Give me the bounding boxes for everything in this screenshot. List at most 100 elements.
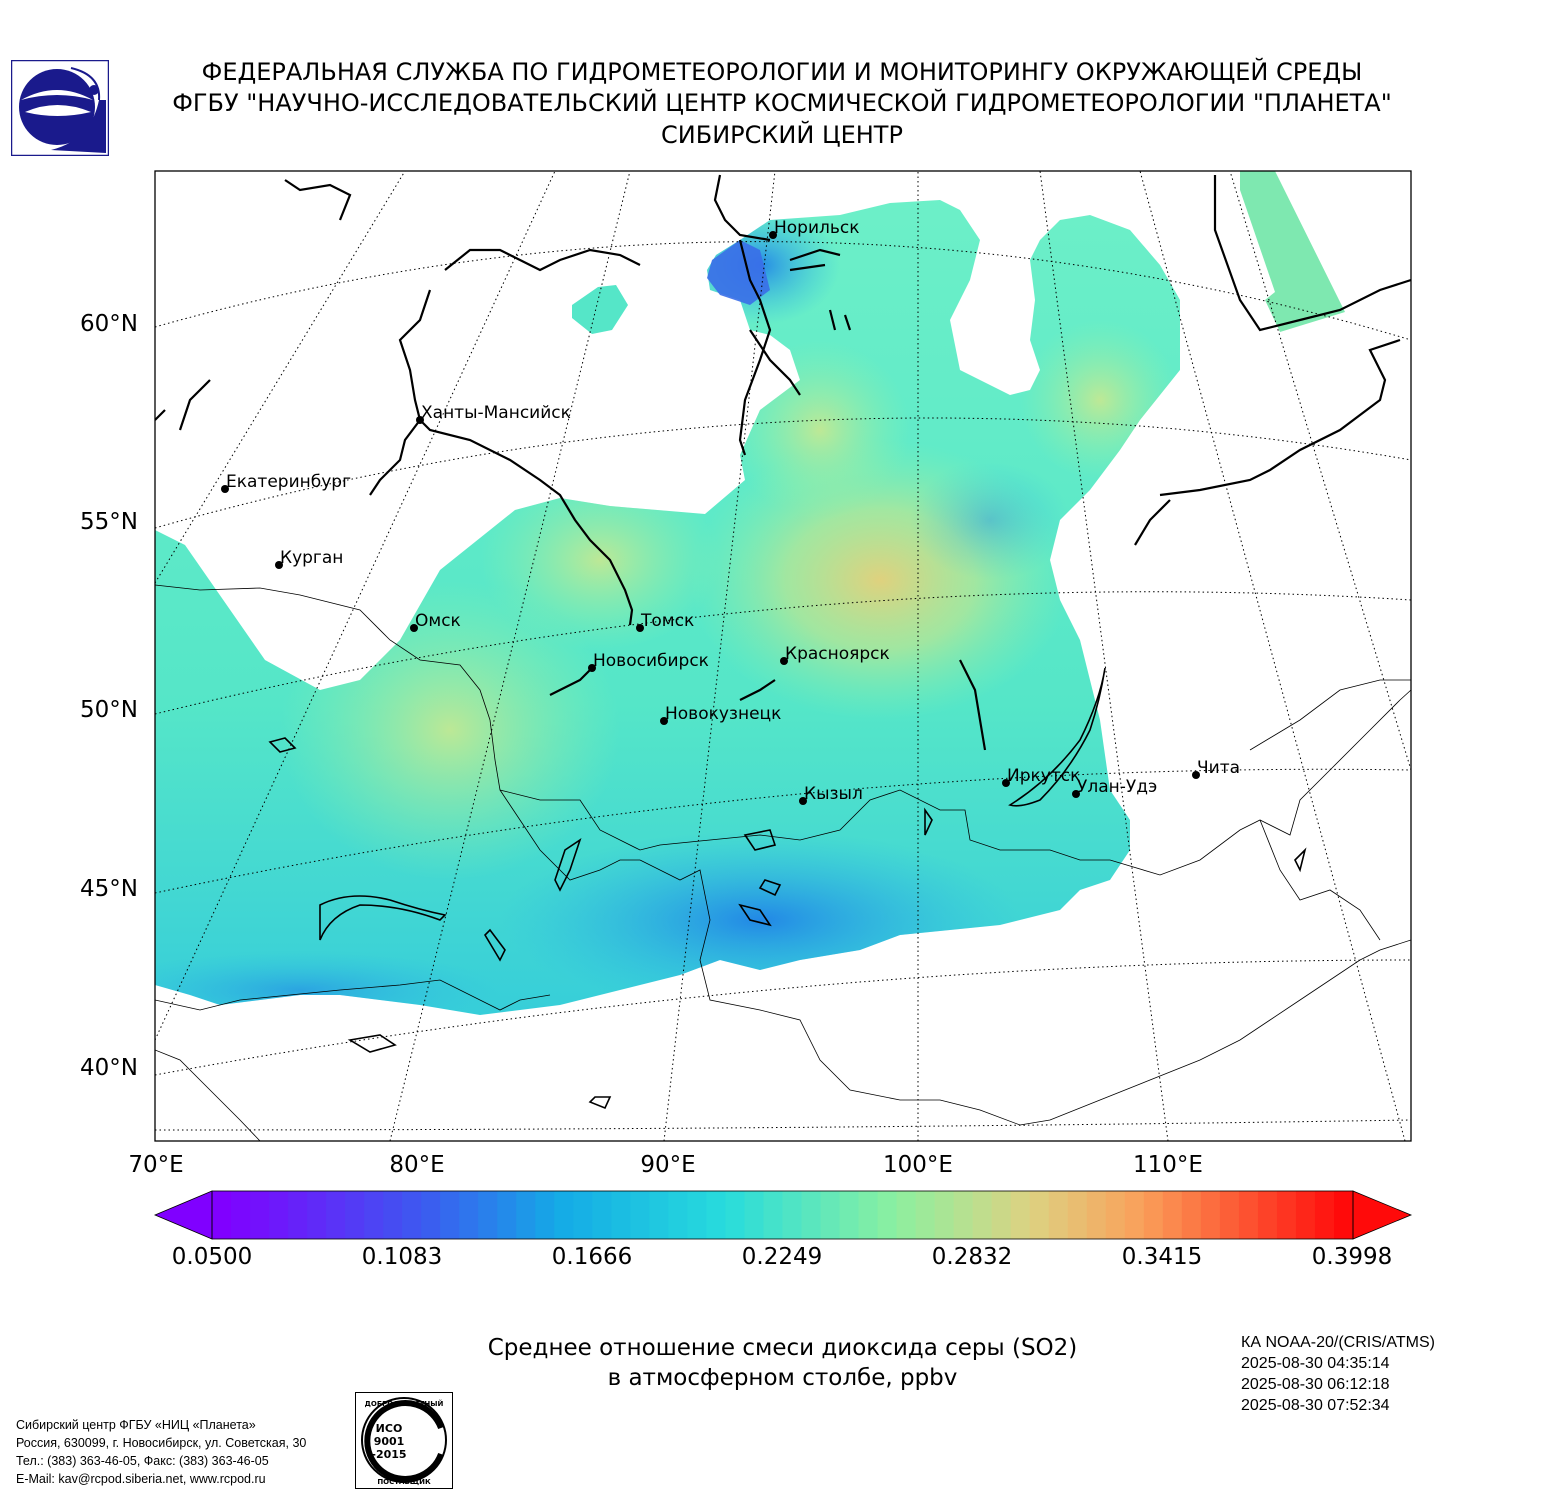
roshydromet-logo xyxy=(11,60,109,156)
colorbar-swatch xyxy=(1238,1191,1259,1239)
lat-label-45: 45°N xyxy=(80,876,138,902)
city-marker xyxy=(1072,790,1080,798)
colorbar-swatch xyxy=(1143,1191,1164,1239)
header-line-1: ФЕДЕРАЛЬНАЯ СЛУЖБА ПО ГИДРОМЕТЕОРОЛОГИИ … xyxy=(201,58,1363,86)
colorbar-tick-3: 0.1666 xyxy=(551,1244,633,1270)
map-frame xyxy=(154,170,1412,1142)
contacts-line-1: Сибирский центр ФГБУ «НИЦ «Планета» xyxy=(16,1418,256,1432)
colorbar-swatch xyxy=(1029,1191,1050,1239)
city-label: Новосибирск xyxy=(593,651,709,671)
colorbar-swatch xyxy=(1086,1191,1107,1239)
colorbar-tick-2: 0.1083 xyxy=(361,1244,443,1270)
city-marker xyxy=(410,624,418,632)
colorbar-max-extension xyxy=(1352,1190,1413,1240)
lon-label-100: 100°E xyxy=(883,1152,953,1178)
colorbar-swatch xyxy=(516,1191,536,1239)
lon-label-70: 70°E xyxy=(128,1152,184,1178)
colorbar-swatch xyxy=(611,1191,631,1239)
colorbar-swatch xyxy=(991,1191,1012,1239)
colorbar-swatch xyxy=(250,1191,270,1239)
city-label: Томск xyxy=(640,611,694,631)
contacts-block: Сибирский центр ФГБУ «НИЦ «Планета» Росс… xyxy=(16,1416,306,1488)
colorbar-tick-4: 0.2249 xyxy=(741,1244,823,1270)
colorbar-swatch xyxy=(478,1191,498,1239)
iso-9001-stamp: ДОБРОСОВЕСТНЫЙ ПОСТАВЩИК ИСО 9001 -2015 xyxy=(355,1392,453,1489)
colorbar-swatch xyxy=(231,1191,251,1239)
city-label: Улан-Удэ xyxy=(1077,777,1157,797)
colorbar-swatch xyxy=(1219,1191,1240,1239)
city-marker xyxy=(769,231,777,239)
iso-stamp-l1: ИСО xyxy=(376,1422,403,1435)
colorbar-swatch xyxy=(1067,1191,1088,1239)
city-label: Курган xyxy=(280,548,343,568)
colorbar-tick-7: 0.3998 xyxy=(1311,1244,1393,1270)
satellite-info: КА NOAA-20/(CRIS/ATMS) 2025-08-30 04:35:… xyxy=(1241,1332,1435,1416)
lon-label-90: 90°E xyxy=(640,1152,696,1178)
iso-stamp-l2: 9001 xyxy=(374,1435,405,1448)
colorbar-swatch xyxy=(1124,1191,1145,1239)
city-label: Новокузнецк xyxy=(665,704,781,724)
lat-label-55: 55°N xyxy=(80,509,138,535)
colorbar-swatch xyxy=(535,1191,555,1239)
colorbar-swatch xyxy=(839,1191,860,1239)
city-label: Кызыл xyxy=(804,784,863,804)
colorbar-swatch xyxy=(497,1191,517,1239)
iso-stamp-bottom-text: ПОСТАВЩИК xyxy=(377,1478,431,1486)
city-label: Чита xyxy=(1197,758,1240,778)
caption-line-1: Среднее отношение смеси диоксида серы (S… xyxy=(487,1335,1078,1361)
city-label: Норильск xyxy=(774,218,860,238)
colorbar-swatch xyxy=(915,1191,936,1239)
colorbar-tick-5: 0.2832 xyxy=(931,1244,1013,1270)
colorbar-swatch xyxy=(687,1191,708,1239)
contacts-line-3: Тел.: (383) 363-46-05, Факс: (383) 363-4… xyxy=(16,1454,269,1468)
lat-label-60: 60°N xyxy=(80,311,138,337)
colorbar-tick-6: 0.3415 xyxy=(1121,1244,1203,1270)
colorbar-swatch xyxy=(744,1191,765,1239)
caption-line-2: в атмосферном столбе, ppbv xyxy=(607,1365,958,1391)
colorbar-swatch xyxy=(1181,1191,1202,1239)
colorbar-swatch xyxy=(1333,1191,1354,1239)
city-marker xyxy=(416,416,424,424)
iso-stamp-l3: -2015 xyxy=(371,1448,406,1461)
colorbar-swatch xyxy=(459,1191,479,1239)
colorbar-min-extension xyxy=(153,1190,213,1240)
city-markers: Норильск Ханты-Мансийск Екатеринбург Курган… xyxy=(221,218,1240,805)
colorbar-frame xyxy=(211,1190,1354,1240)
colorbar-swatch xyxy=(364,1191,384,1239)
colorbar-swatch xyxy=(1314,1191,1335,1239)
colorbar-swatch xyxy=(1162,1191,1183,1239)
colorbar-swatch xyxy=(421,1191,441,1239)
colorbar-swatch xyxy=(307,1191,327,1239)
city-marker xyxy=(660,717,668,725)
colorbar-swatch xyxy=(706,1191,727,1239)
colorbar-tick-1: 0.0500 xyxy=(171,1244,253,1270)
colorbar-swatch xyxy=(820,1191,841,1239)
colorbar-swatch xyxy=(383,1191,403,1239)
colorbar-swatch xyxy=(345,1191,365,1239)
iso-stamp-top-text: ДОБРОСОВЕСТНЫЙ xyxy=(365,1399,444,1408)
lat-label-50: 50°N xyxy=(80,697,138,723)
colorbar-swatch xyxy=(1295,1191,1316,1239)
colorbar-swatch xyxy=(1200,1191,1221,1239)
colorbar-swatch xyxy=(668,1191,689,1239)
satellite-time-3: 2025-08-30 07:52:34 xyxy=(1241,1397,1390,1414)
so2-map: Норильск Ханты-Мансийск Екатеринбург Курган… xyxy=(154,170,1412,1142)
header-line-3: СИБИРСКИЙ ЦЕНТР xyxy=(661,121,903,149)
lon-label-110: 110°E xyxy=(1133,1152,1203,1178)
city-label: Екатеринбург xyxy=(226,472,351,492)
colorbar-swatch xyxy=(212,1191,232,1239)
header-line-2: ФГБУ "НАУЧНО-ИССЛЕДОВАТЕЛЬСКИЙ ЦЕНТР КОС… xyxy=(172,89,1392,117)
satellite-time-1: 2025-08-30 04:35:14 xyxy=(1241,1355,1390,1372)
city-marker xyxy=(275,561,283,569)
colorbar xyxy=(153,1190,1413,1240)
colorbar-swatch xyxy=(326,1191,346,1239)
colorbar-swatch xyxy=(649,1191,669,1239)
colorbar-swatch xyxy=(725,1191,746,1239)
satellite-name: КА NOAA-20/(CRIS/ATMS) xyxy=(1241,1334,1435,1351)
satellite-time-2: 2025-08-30 06:12:18 xyxy=(1241,1376,1390,1393)
city-label: Иркутск xyxy=(1007,766,1080,786)
city-label: Ханты-Мансийск xyxy=(421,403,571,423)
city-marker xyxy=(799,797,807,805)
colorbar-swatch xyxy=(763,1191,784,1239)
colorbar-swatch xyxy=(858,1191,879,1239)
